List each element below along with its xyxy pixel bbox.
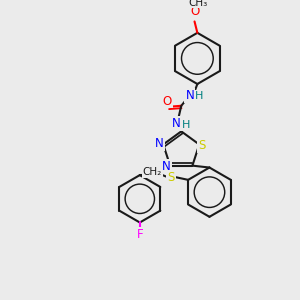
- Text: H: H: [195, 91, 203, 101]
- Text: S: S: [198, 139, 206, 152]
- Text: O: O: [162, 94, 172, 107]
- Text: H: H: [182, 120, 190, 130]
- Text: F: F: [136, 228, 143, 241]
- Text: N: N: [172, 117, 181, 130]
- Text: S: S: [167, 170, 175, 184]
- Text: CH₂: CH₂: [142, 167, 162, 177]
- Text: N: N: [185, 89, 194, 102]
- Text: N: N: [162, 160, 171, 173]
- Text: CH₃: CH₃: [189, 0, 208, 8]
- Text: N: N: [155, 137, 164, 150]
- Text: O: O: [190, 5, 199, 19]
